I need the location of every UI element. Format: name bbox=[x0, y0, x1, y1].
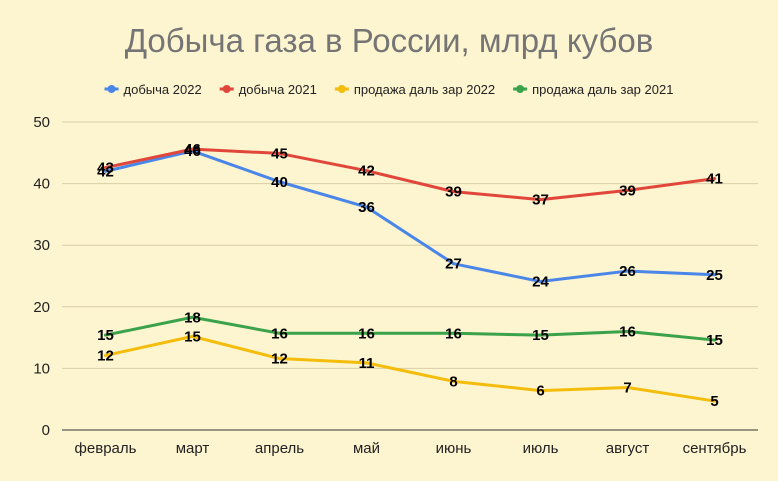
data-point bbox=[713, 273, 716, 277]
x-tick-label: июль bbox=[523, 440, 559, 457]
data-point bbox=[626, 385, 629, 389]
data-label: 16 bbox=[445, 325, 462, 342]
data-point bbox=[278, 151, 281, 155]
data-label: 6 bbox=[536, 383, 544, 400]
data-label: 15 bbox=[97, 327, 114, 344]
legend-item: продажа даль зар 2022 bbox=[334, 82, 495, 97]
legend-label: добыча 2022 bbox=[124, 82, 202, 97]
data-point bbox=[191, 334, 194, 338]
y-tick-label: 40 bbox=[33, 176, 50, 193]
data-point bbox=[452, 331, 455, 335]
data-point bbox=[278, 180, 281, 184]
data-point bbox=[191, 315, 194, 319]
data-label: 24 bbox=[532, 274, 549, 291]
data-point bbox=[539, 389, 542, 393]
data-point bbox=[713, 338, 716, 342]
data-point bbox=[278, 331, 281, 335]
data-label: 16 bbox=[358, 325, 375, 342]
data-point bbox=[626, 269, 629, 273]
data-label: 15 bbox=[184, 328, 201, 345]
data-label: 39 bbox=[445, 184, 462, 201]
data-label: 18 bbox=[184, 309, 201, 326]
data-label: 43 bbox=[97, 160, 114, 177]
legend-marker bbox=[516, 85, 525, 93]
data-point bbox=[191, 147, 194, 151]
series-line bbox=[104, 147, 716, 202]
data-label: 11 bbox=[359, 355, 375, 372]
data-label: 15 bbox=[706, 332, 723, 349]
series-line bbox=[104, 315, 716, 342]
legend-marker bbox=[337, 85, 346, 93]
data-point bbox=[365, 361, 368, 365]
y-tick-label: 50 bbox=[33, 114, 50, 131]
x-tick-label: сентябрь bbox=[683, 440, 747, 457]
data-label: 45 bbox=[271, 145, 288, 162]
legend-label: продажа даль зар 2022 bbox=[354, 82, 495, 97]
x-tick-label: август bbox=[606, 440, 650, 457]
data-label: 41 bbox=[706, 171, 723, 188]
data-point bbox=[365, 205, 368, 209]
data-point bbox=[539, 198, 542, 202]
data-point bbox=[104, 353, 107, 357]
x-tick-label: июнь bbox=[436, 440, 472, 457]
data-point bbox=[539, 333, 542, 337]
series-line bbox=[104, 149, 716, 284]
legend-label: добыча 2021 bbox=[239, 82, 317, 97]
data-label: 15 bbox=[532, 327, 549, 344]
legend-label: продажа даль зар 2021 bbox=[532, 82, 673, 97]
data-point bbox=[539, 280, 542, 284]
data-point bbox=[365, 331, 368, 335]
data-point bbox=[104, 169, 107, 173]
x-tick-label: апрель bbox=[255, 440, 304, 457]
chart-title: Добыча газа в России, млрд кубов bbox=[124, 22, 654, 59]
data-point bbox=[626, 329, 629, 333]
series-line bbox=[104, 334, 716, 403]
data-label: 46 bbox=[184, 143, 201, 160]
data-point bbox=[626, 188, 629, 192]
data-label: 16 bbox=[619, 323, 636, 340]
data-label: 8 bbox=[449, 373, 457, 390]
data-point bbox=[104, 166, 107, 170]
data-label: 37 bbox=[532, 192, 549, 209]
data-label: 27 bbox=[445, 256, 462, 273]
data-label: 25 bbox=[706, 267, 723, 284]
legend-marker bbox=[107, 85, 116, 93]
legend-item: добыча 2022 bbox=[104, 82, 202, 97]
data-label: 26 bbox=[619, 263, 636, 280]
x-tick-label: февраль bbox=[75, 440, 137, 457]
data-label: 36 bbox=[358, 199, 375, 216]
y-tick-label: 0 bbox=[42, 422, 50, 439]
legend-marker bbox=[222, 85, 231, 93]
data-label: 39 bbox=[619, 182, 636, 199]
y-tick-label: 20 bbox=[33, 299, 50, 316]
data-point bbox=[278, 357, 281, 361]
data-label: 46 bbox=[184, 141, 201, 158]
data-label: 16 bbox=[271, 325, 288, 342]
x-tick-label: март bbox=[176, 440, 210, 457]
data-label: 12 bbox=[271, 351, 288, 368]
data-point bbox=[104, 333, 107, 337]
data-point bbox=[713, 399, 716, 403]
legend-item: добыча 2021 bbox=[219, 82, 317, 97]
data-label: 12 bbox=[97, 347, 114, 364]
data-label: 42 bbox=[97, 163, 114, 180]
x-tick-label: май bbox=[353, 440, 380, 457]
data-point bbox=[452, 262, 455, 266]
data-point bbox=[452, 379, 455, 383]
data-label: 5 bbox=[710, 393, 718, 410]
legend-item: продажа даль зар 2021 bbox=[513, 82, 673, 97]
y-tick-label: 10 bbox=[33, 360, 50, 377]
data-point bbox=[713, 177, 716, 181]
data-label: 40 bbox=[271, 174, 288, 191]
y-tick-label: 30 bbox=[33, 237, 50, 254]
data-label: 7 bbox=[623, 379, 631, 396]
data-point bbox=[365, 169, 368, 173]
data-label: 42 bbox=[358, 163, 375, 180]
data-point bbox=[452, 190, 455, 194]
